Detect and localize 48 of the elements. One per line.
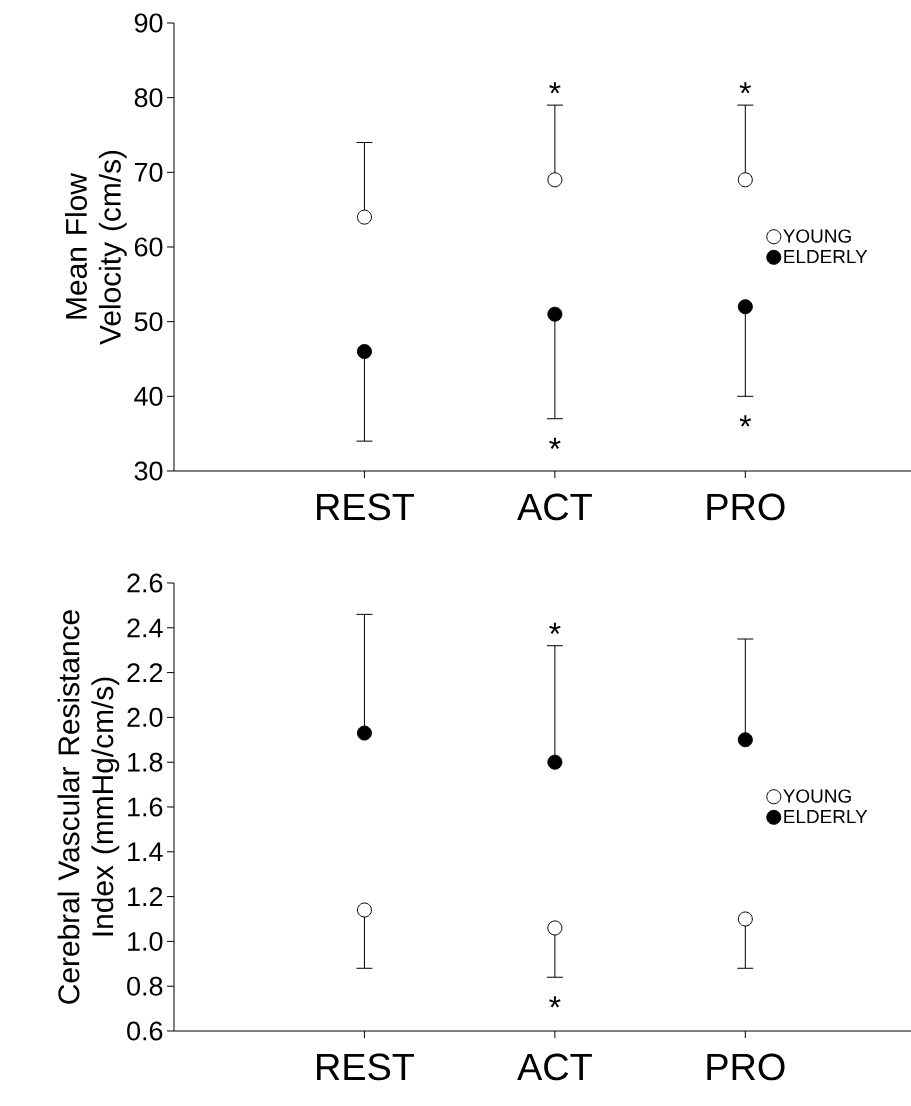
y-tick-label: 50	[134, 312, 163, 332]
x-tick-label: REST	[317, 1053, 415, 1081]
point	[356, 902, 372, 918]
annotation: *	[549, 437, 561, 449]
y-tick-label: 90	[134, 13, 163, 33]
x-tick-label: ACT	[517, 1053, 592, 1081]
y-tick-label: 1.6	[128, 797, 163, 817]
y-tick-label: 40	[134, 386, 163, 406]
point	[737, 299, 753, 315]
point	[737, 911, 753, 927]
point	[737, 732, 753, 748]
y-axis-title: Mean Flow Velocity (cm/s)	[64, 150, 127, 345]
point	[547, 306, 563, 322]
annotation: *	[549, 996, 561, 1008]
annotation: *	[549, 622, 561, 634]
y-tick-label: 2.6	[127, 573, 163, 593]
y-tick-label: 2.2	[127, 663, 163, 682]
annotation: *	[739, 82, 752, 94]
point	[356, 725, 372, 741]
y-tick-label: 2.0	[127, 707, 163, 727]
y-tick-label: 0.8	[127, 976, 163, 996]
y-tick-label: 2.4	[127, 618, 163, 638]
point	[547, 172, 563, 188]
x-tick-label: PRO	[707, 1053, 785, 1081]
legend-label: YOUNG	[783, 789, 851, 803]
legend-label: ELDERLY	[784, 810, 868, 824]
legend-label: ELDERLY	[784, 250, 868, 264]
annotation: *	[739, 415, 752, 427]
y-axis-title: Cerebral Vascular Resistance Index (mmHg/cm/s)	[57, 610, 120, 1004]
y-tick-label: 60	[134, 237, 163, 257]
y-tick-label: 1.8	[128, 752, 163, 772]
y-tick-label: 0.6	[127, 1021, 163, 1041]
x-tick-label: ACT	[517, 493, 592, 521]
point	[547, 920, 563, 936]
point	[547, 754, 563, 770]
point	[356, 209, 372, 225]
y-tick-label: 1.0	[128, 931, 163, 951]
y-tick-label: 1.4	[128, 842, 163, 862]
annotation: *	[549, 82, 561, 94]
legend-label: YOUNG	[783, 229, 851, 243]
y-tick-label: 80	[134, 88, 163, 108]
point	[356, 344, 372, 360]
y-tick-label: 1.2	[128, 887, 163, 906]
x-tick-label: PRO	[707, 493, 785, 521]
y-tick-label: 30	[134, 461, 163, 481]
x-tick-label: REST	[317, 493, 415, 521]
y-tick-label: 70	[134, 162, 163, 182]
point	[737, 172, 753, 188]
